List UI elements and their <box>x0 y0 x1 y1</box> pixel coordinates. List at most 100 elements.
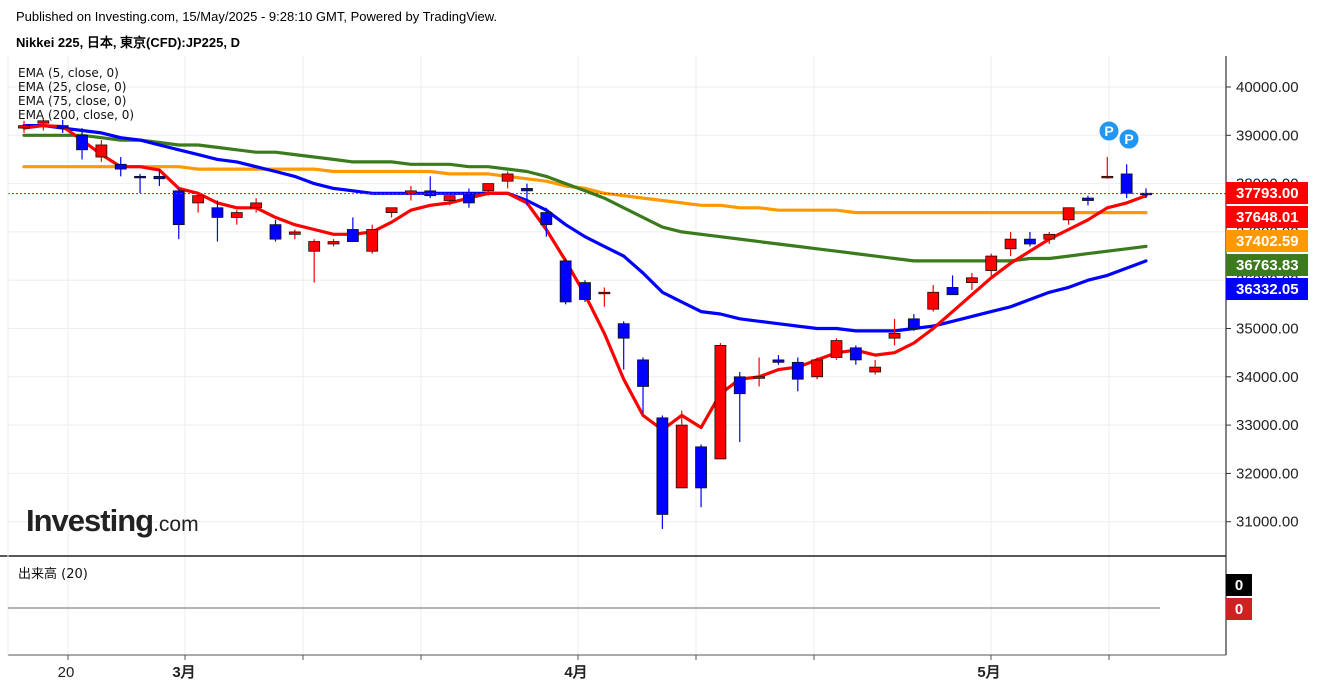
candle-body <box>18 125 30 129</box>
candle-up <box>1101 157 1114 179</box>
candle-body <box>346 229 359 242</box>
volume-tag: 0 <box>1226 574 1252 596</box>
candle-up <box>501 171 514 189</box>
price-tag-label: 37402.59 <box>1236 233 1299 250</box>
candle-body <box>366 229 379 252</box>
candle-body <box>1082 197 1094 201</box>
pivot-marker-circle <box>1118 128 1140 150</box>
candle-down <box>211 200 224 242</box>
pivot-marker-label: P <box>1104 123 1113 139</box>
ema-legend-item: EMA (5, close, 0) <box>18 66 119 80</box>
candle-body <box>463 192 475 204</box>
candle-body <box>733 376 746 395</box>
price-tag: 36763.83 <box>1226 254 1308 276</box>
ema-legend-item: EMA (25, close, 0) <box>18 80 126 94</box>
candle-up <box>1043 231 1056 244</box>
candle-body <box>153 175 166 180</box>
candles <box>18 118 1152 529</box>
price-tag-label: 36763.83 <box>1236 257 1299 274</box>
candle-body <box>424 190 437 197</box>
candle-body <box>482 183 495 192</box>
price-tag: 36332.05 <box>1226 278 1308 300</box>
price-tag-label: 37793.00 <box>1236 185 1299 202</box>
price-tag: 37793.00 <box>1226 182 1308 204</box>
candle-body <box>501 173 514 182</box>
candle-body <box>946 287 959 296</box>
candle-body <box>695 446 707 489</box>
candle-down <box>1082 195 1094 206</box>
pivot-marker-label: P <box>1124 131 1133 147</box>
price-tag-bg <box>1226 278 1308 300</box>
candle-body <box>753 376 766 379</box>
candle-down <box>56 119 69 133</box>
candle-body <box>791 361 804 380</box>
volume-tag-label: 0 <box>1235 577 1243 594</box>
candle-body <box>172 190 185 226</box>
candle-body <box>656 417 669 515</box>
candle-up <box>675 410 688 489</box>
candle-down <box>269 219 282 242</box>
candle-up <box>753 357 766 387</box>
candle-up <box>327 239 340 247</box>
candle-body <box>869 366 882 373</box>
price-tag: 37648.01 <box>1226 206 1308 228</box>
candle-body <box>308 241 321 252</box>
candle-up <box>18 120 30 133</box>
candle-body <box>1101 175 1114 179</box>
pivot-marker-circle <box>1098 120 1120 142</box>
candle-up <box>830 338 843 360</box>
candle-body <box>714 345 727 460</box>
ema-legend-item: EMA (200, close, 0) <box>18 108 134 122</box>
ema-line <box>22 165 1148 215</box>
y-tick-label: 35000.00 <box>1236 321 1299 338</box>
x-tick-label: 3月 <box>172 664 195 681</box>
candle-body <box>134 175 146 179</box>
candle-body <box>443 195 456 201</box>
candle-body <box>269 224 282 240</box>
candle-down <box>76 128 88 160</box>
candle-body <box>95 144 108 158</box>
volume-title: 出来高 (20) <box>18 566 88 582</box>
candle-body <box>56 125 69 129</box>
candle-up <box>385 207 398 218</box>
y-tick-label: 33000.00 <box>1236 417 1299 434</box>
candle-up <box>443 195 456 206</box>
candle-down <box>540 207 553 237</box>
y-tick-label: 39000.00 <box>1236 127 1299 144</box>
candle-up <box>37 118 50 131</box>
x-tick-label: 5月 <box>977 664 1000 681</box>
candle-body <box>985 255 998 271</box>
symbol-title: Nikkei 225, 日本, 東京(CFD):JP225, D <box>16 35 240 50</box>
candle-down <box>1120 164 1133 199</box>
candle-down <box>637 357 649 414</box>
candle-down <box>907 314 920 331</box>
candle-down <box>791 357 804 392</box>
candle-body <box>637 359 649 387</box>
logo-main: Investing <box>26 503 154 538</box>
candle-up <box>598 287 611 307</box>
investing-logo: Investing.com <box>26 503 199 539</box>
overlays: P P EMA (5, close, 0)EMA (25, close, 0) EMA… <box>8 66 1226 195</box>
candle-down <box>772 355 785 365</box>
candle-up <box>811 357 824 380</box>
candle-body <box>772 359 785 363</box>
x-tick-label: 20 <box>58 664 75 681</box>
candle-body <box>521 188 533 192</box>
candle-body <box>888 332 901 339</box>
price-tag-bg <box>1226 254 1308 276</box>
candle-up <box>308 239 321 283</box>
price-tag-bg <box>1226 182 1308 204</box>
price-tag-bg <box>1226 206 1308 228</box>
candle-body <box>927 291 940 310</box>
candle-down <box>1024 231 1036 247</box>
candle-body <box>288 231 301 235</box>
candle-body <box>965 277 978 284</box>
candle-body <box>114 163 127 170</box>
x-tick-label: 4月 <box>564 664 587 681</box>
candle-body <box>385 207 398 213</box>
grid <box>8 56 1226 655</box>
candle-up <box>888 318 901 346</box>
candle-body <box>907 318 920 329</box>
candle-up <box>965 272 978 290</box>
